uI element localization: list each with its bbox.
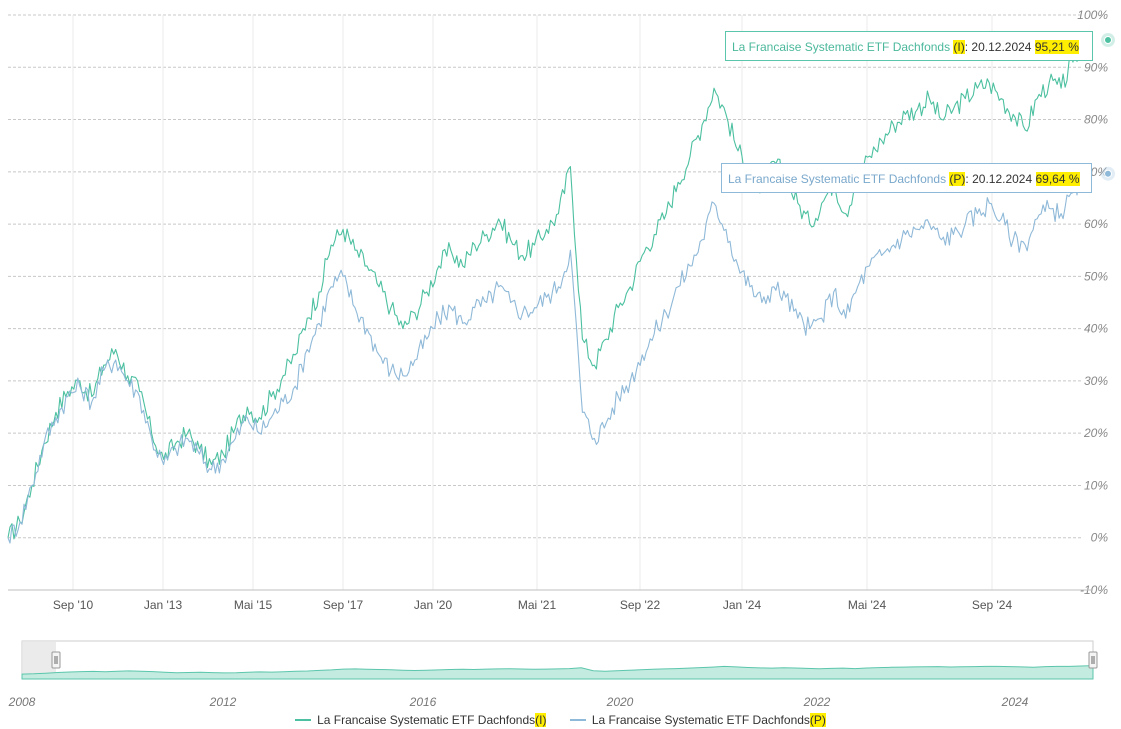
legend-i-mark: (I) [535,713,547,727]
x-tick-label: Sep '10 [53,598,94,612]
tooltip-p-date: 20.12.2024 [972,172,1033,186]
legend-swatch-p [569,719,586,721]
navigator-tick-label: 2020 [606,695,634,709]
x-axis: Sep '10 Jan '13 Mai '15 Sep '17 Jan '20 Mai '… [8,589,1093,612]
legend-i-label: La Francaise Systematic ETF Dachfonds [317,713,536,727]
series-end-marker[interactable] [1104,169,1112,178]
navigator-tick-label: 2008 [8,695,36,709]
x-tick-label: Mai '15 [234,598,273,612]
legend-p-label: La Francaise Systematic ETF Dachfonds [591,713,810,727]
legend-item-p[interactable]: La Francaise Systematic ETF Dachfonds (P… [569,713,826,727]
tooltip-p-mark: (P) [949,172,966,186]
y-tick-label: 30% [1084,374,1108,388]
x-tick-label: Jan '13 [144,598,183,612]
navigator-handle-left[interactable] [51,651,61,669]
navigator-tick-label: 2024 [1001,695,1029,709]
tooltip-series-p: La Francaise Systematic ETF Dachfonds (P… [721,163,1092,193]
y-tick-label: 0% [1091,531,1109,545]
navigator[interactable]: 2008 2012 2016 2020 2022 2024 [8,640,1098,709]
x-tick-label: Sep '24 [972,598,1013,612]
tooltip-i-name: La Francaise Systematic ETF Dachfonds [732,40,954,54]
tooltip-i-value: 95,21 % [1034,40,1079,54]
x-tick-label: Mai '21 [518,598,557,612]
x-tick-label: Jan '24 [723,598,762,612]
series-line-p[interactable] [7,169,1086,544]
navigator-tick-label: 2016 [409,695,437,709]
x-tick-label: Sep '22 [620,598,661,612]
chart-legend: La Francaise Systematic ETF Dachfonds (I… [0,710,1121,727]
tooltip-i-sep: : [964,40,972,54]
x-tick-label: Jan '20 [414,598,453,612]
tooltip-series-i: La Francaise Systematic ETF Dachfonds (I… [725,31,1093,61]
tooltip-p-value: 69,64 % [1035,172,1080,186]
legend-swatch-i [295,719,312,721]
x-tick-label: Sep '17 [323,598,364,612]
tooltip-p-name: La Francaise Systematic ETF Dachfonds [728,172,950,186]
y-tick-label: 20% [1083,426,1108,440]
series-lines [7,39,1086,544]
tooltip-i-date: 20.12.2024 [971,40,1032,54]
y-tick-label: -10% [1080,583,1108,597]
navigator-handle-right[interactable] [1088,651,1098,669]
y-tick-label: 40% [1084,322,1108,336]
series-end-marker[interactable] [1104,36,1112,45]
legend-item-i[interactable]: La Francaise Systematic ETF Dachfonds (I… [295,713,547,727]
navigator-tick-label: 2012 [209,695,237,709]
grid-lines [8,14,1083,591]
navigator-series-area [21,665,1094,680]
series-line-i[interactable] [7,39,1086,540]
y-tick-label: 90% [1084,60,1108,74]
legend-p-mark: (P) [809,713,826,727]
y-tick-label: 10% [1084,478,1108,492]
tooltip-p-sep: : [965,172,973,186]
x-tick-label: Mai '24 [848,598,887,612]
y-tick-label: 50% [1084,269,1108,283]
y-axis: 100%90%80%70%60%50%40%30%20%10%0%-10% [1077,8,1108,597]
tooltip-i-mark: (I) [953,40,965,54]
navigator-tick-label: 2022 [803,695,831,709]
series-end-markers [1101,33,1115,181]
y-tick-label: 80% [1084,113,1108,127]
y-tick-label: 100% [1077,8,1108,22]
y-tick-label: 60% [1084,217,1108,231]
